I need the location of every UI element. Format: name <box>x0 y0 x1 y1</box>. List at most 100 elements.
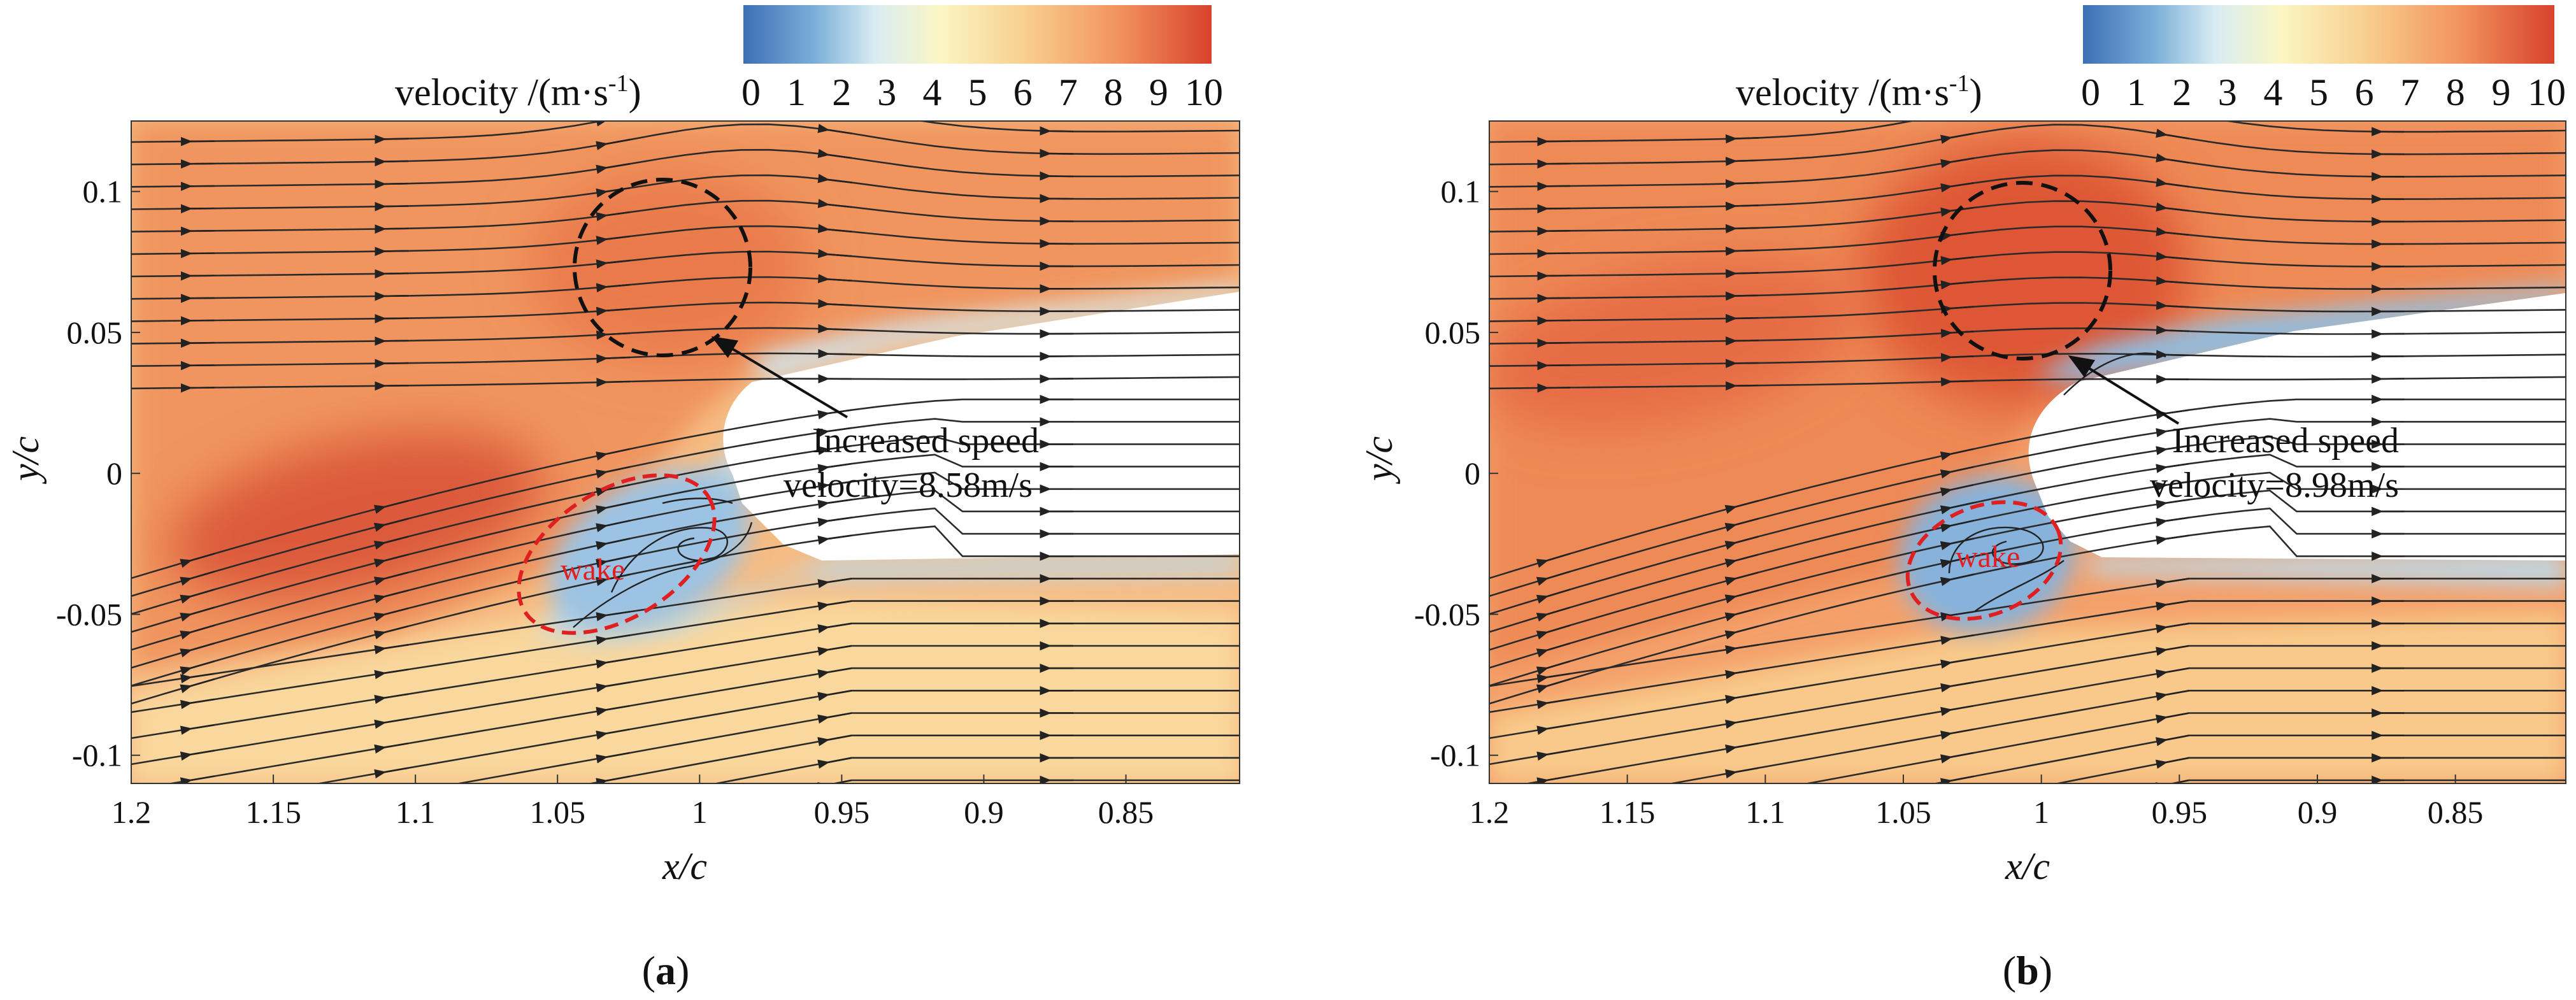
streamline-arrow <box>596 555 631 568</box>
streamline-arrow <box>817 600 852 611</box>
panel-b-colorbar <box>2083 5 2554 64</box>
colorbar-tick-label: 4 <box>2263 71 2282 113</box>
streamline-arrow <box>374 644 409 655</box>
colorbar-tick-label: 9 <box>1149 71 1168 113</box>
y-tick-label: 0 <box>1464 455 1480 491</box>
streamline-arrow <box>817 173 852 183</box>
streamline-arrow <box>1724 536 1759 550</box>
streamline-arrow <box>1536 571 1571 586</box>
panel-b-axes: 1.2 1.15 1.1 1.05 1 0.95 0.9 0.85 0.1 0.05 0 -0.05 -… <box>1414 174 2484 830</box>
streamline-arrow <box>2156 534 2189 545</box>
streamline-arrow <box>1040 126 1074 136</box>
streamline-arrow <box>1940 377 1974 387</box>
streamline-arrow <box>1536 698 1570 710</box>
streamline-arrow <box>596 634 631 645</box>
panel-b: 1.2 1.15 1.1 1.05 1 0.95 0.9 0.85 0.1 0.05 0 -0.05 -… <box>1358 5 2566 993</box>
streamline-arrow <box>1725 693 1759 704</box>
streamline-arrow <box>2156 578 2189 589</box>
panel-a: 1.2 1.15 1.1 1.05 1 0.95 0.9 0.85 0.1 0.05 0 -0.05 -… <box>4 5 1240 993</box>
streamline-arrow <box>1947 824 1973 829</box>
streamline-arrow <box>1940 634 1974 645</box>
streamline-arrow <box>817 248 852 259</box>
streamline-arrow <box>1724 518 1759 532</box>
panel-a-colorbar-title: velocity /(m·s-1) <box>395 70 641 113</box>
streamline-arrow <box>2156 202 2189 212</box>
panel-a-field <box>131 121 1240 884</box>
x-tick-label: 0.9 <box>2298 794 2338 830</box>
streamline-arrow <box>373 589 409 604</box>
colorbar-tick-label: 10 <box>2528 71 2566 113</box>
streamline-arrow <box>2156 481 2189 491</box>
streamline-arrow <box>1725 201 1759 211</box>
streamline-arrow <box>1536 775 1570 783</box>
streamline-arrow <box>1536 660 1571 676</box>
streamline-arrow <box>1940 280 1974 290</box>
streamline-arrow <box>817 481 852 491</box>
streamline-arrow <box>817 757 852 769</box>
streamline-arrow <box>187 879 215 884</box>
streamline-arrow <box>2156 499 2189 510</box>
streamline-arrow <box>373 499 409 514</box>
streamline-arrow <box>596 538 631 550</box>
streamline-arrow <box>180 724 215 735</box>
streamline-arrow <box>180 698 215 710</box>
x-tick-label: 1.05 <box>1875 794 1931 830</box>
streamline-arrow <box>1725 224 1759 234</box>
panel-b-annotation-line2: velocity=8.98m/s <box>2150 466 2399 505</box>
streamline-arrow <box>1940 466 1974 479</box>
x-tick-label: 1.15 <box>1599 794 1656 830</box>
streamline-arrow <box>596 573 631 587</box>
streamline-arrow <box>1536 750 1570 761</box>
y-tick-label: -0.05 <box>56 596 122 632</box>
streamline-arrow <box>1536 673 1570 683</box>
streamline-arrow <box>373 518 409 532</box>
y-tick-label: 0.05 <box>67 315 123 350</box>
streamline-arrow <box>1940 611 1974 622</box>
panel-a-annotation-line2: velocity=8.58m/s <box>784 466 1033 505</box>
streamline-arrow <box>1940 231 1974 241</box>
streamline-arrow <box>1940 775 1974 783</box>
streamline-arrow <box>2156 462 2189 473</box>
panel-a-axes: 1.2 1.15 1.1 1.05 1 0.95 0.9 0.85 0.1 0.05 0 -0.05 -… <box>56 174 1154 830</box>
streamline-arrow <box>1940 704 1974 717</box>
streamline-arrow <box>1725 767 1759 779</box>
streamline-arrow <box>1940 573 1974 587</box>
streamline-arrow <box>1940 657 1974 669</box>
streamline-arrow <box>1725 644 1759 655</box>
streamline-arrow <box>596 466 631 479</box>
streamline-arrow <box>2156 427 2189 438</box>
streamline-arrow <box>1940 483 1974 497</box>
streamline-arrow <box>2156 128 2189 139</box>
panel-a-streamlines <box>131 121 1240 884</box>
colorbar-tick-label: 7 <box>2400 71 2419 113</box>
streamline-arrow <box>1726 359 1759 368</box>
streamline-arrow <box>817 734 852 746</box>
colorbar-tick-label: 6 <box>1013 71 1033 113</box>
y-tick-label: -0.1 <box>1430 738 1480 773</box>
streamline-arrow <box>374 668 409 680</box>
streamline-arrow <box>374 742 409 754</box>
streamline-arrow <box>818 349 852 359</box>
streamline-arrow <box>1536 589 1571 604</box>
streamline-arrow <box>1731 842 1758 847</box>
streamline-arrow <box>596 138 631 150</box>
panel-b-streamlines <box>1489 121 2566 884</box>
streamline-arrow <box>596 520 631 532</box>
streamline-arrow <box>2156 517 2189 527</box>
streamline-arrow <box>180 624 215 640</box>
streamline-arrow <box>373 625 409 639</box>
panel-a-xlabel: x/c <box>662 845 707 887</box>
streamline-arrow <box>817 124 852 134</box>
streamline-arrow <box>603 800 631 805</box>
streamline-arrow <box>2156 325 2189 335</box>
streamline-arrow <box>374 718 409 729</box>
streamline-arrow <box>180 775 215 783</box>
colorbar-tick-label: 5 <box>2309 71 2328 113</box>
streamline-arrow <box>596 121 608 127</box>
streamline-arrow <box>180 553 215 568</box>
streamline-arrow <box>2156 622 2189 634</box>
streamline-arrow <box>381 867 409 872</box>
colorbar-tick-label: 7 <box>1059 71 1078 113</box>
streamline-arrow <box>1543 879 1570 884</box>
